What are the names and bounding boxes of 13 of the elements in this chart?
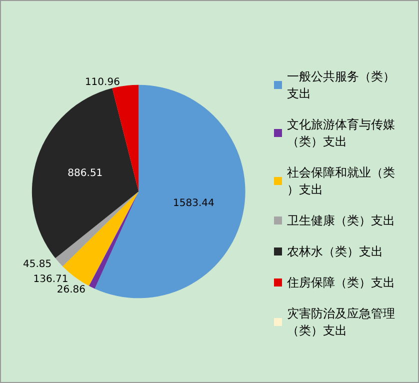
data-label: 45.85 bbox=[23, 258, 52, 270]
legend-label: 灾害防治及应急管理（类）支出 bbox=[287, 306, 395, 338]
legend-label: 住房保障（类）支出 bbox=[286, 276, 395, 290]
legend-label: 文化旅游体育与传媒（类）支出 bbox=[287, 118, 395, 148]
data-label: 110.96 bbox=[84, 77, 120, 88]
legend-label: 卫生健康（类）支出 bbox=[287, 214, 395, 228]
legend-label: 一般公共服务（类）支出 bbox=[287, 70, 395, 100]
data-label: 136.71 bbox=[33, 274, 68, 286]
legend-label: 农林水（类）支出 bbox=[287, 244, 383, 258]
legend-label: 社会保障和就业（类）支出 bbox=[287, 166, 395, 196]
data-label: 886.51 bbox=[68, 168, 103, 180]
data-label: 26.86 bbox=[56, 284, 86, 296]
data-label: 1583.44 bbox=[173, 198, 214, 209]
